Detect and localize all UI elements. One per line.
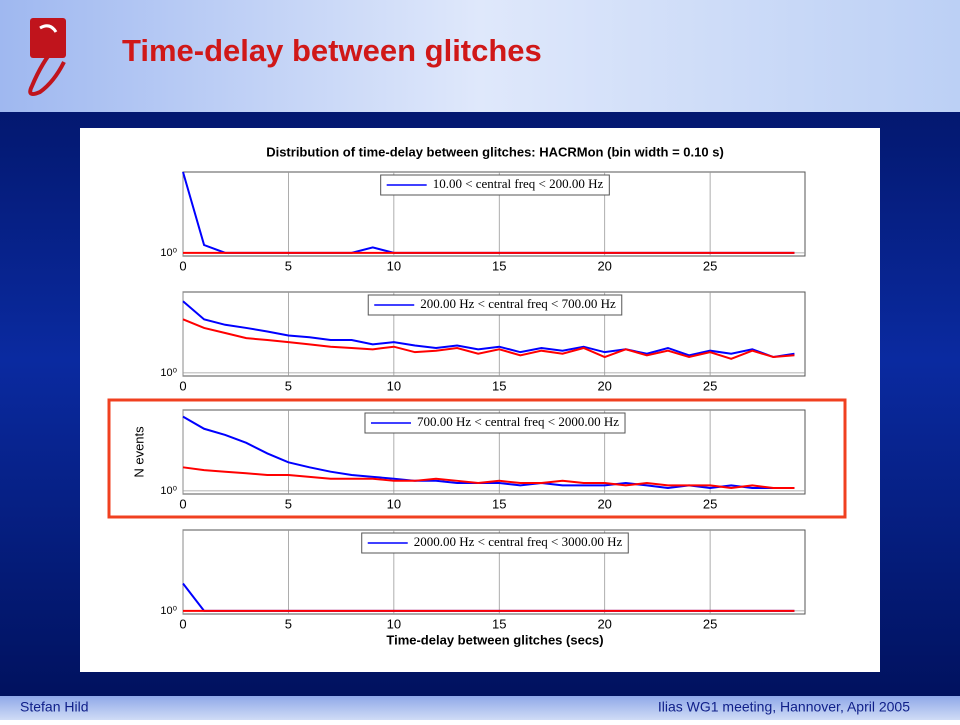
x-tick-label: 10: [387, 496, 401, 511]
y-tick-label: 10⁰: [160, 367, 177, 379]
y-tick-label: 10⁰: [160, 605, 177, 617]
x-tick-label: 20: [597, 258, 611, 273]
x-tick-label: 25: [703, 616, 717, 631]
series-line: [182, 318, 795, 360]
legend-label: 700.00 Hz < central freq < 2000.00 Hz: [417, 414, 619, 429]
x-tick-label: 20: [597, 616, 611, 631]
x-tick-label: 0: [179, 496, 186, 511]
x-tick-label: 20: [597, 496, 611, 511]
x-tick-label: 15: [492, 378, 506, 393]
x-tick-label: 15: [492, 616, 506, 631]
footer-right: Ilias WG1 meeting, Hannover, April 2005: [658, 699, 910, 715]
x-tick-label: 15: [492, 258, 506, 273]
x-tick-label: 5: [285, 496, 292, 511]
x-tick-label: 10: [387, 616, 401, 631]
x-tick-label: 10: [387, 258, 401, 273]
x-tick-label: 5: [285, 258, 292, 273]
x-axis-label: Time-delay between glitches (secs): [386, 632, 603, 647]
x-tick-label: 15: [492, 496, 506, 511]
series-line: [182, 466, 795, 490]
x-tick-label: 0: [179, 378, 186, 393]
x-tick-label: 10: [387, 378, 401, 393]
legend-label: 2000.00 Hz < central freq < 3000.00 Hz: [414, 534, 623, 549]
legend-box: [364, 412, 626, 434]
x-tick-label: 5: [285, 378, 292, 393]
x-tick-label: 20: [597, 378, 611, 393]
legend-label: 200.00 Hz < central freq < 700.00 Hz: [420, 296, 616, 311]
header-band: [0, 0, 960, 112]
y-axis-label: N events: [131, 426, 146, 478]
legend-box: [367, 294, 623, 316]
x-tick-label: 0: [179, 258, 186, 273]
slide-title: Time-delay between glitches: [122, 33, 542, 68]
x-tick-label: 5: [285, 616, 292, 631]
footer-left: Stefan Hild: [20, 699, 88, 715]
figure-title: Distribution of time-delay between glitc…: [266, 144, 724, 159]
footer-band: [0, 696, 960, 720]
x-tick-label: 25: [703, 378, 717, 393]
legend-label: 10.00 < central freq < 200.00 Hz: [433, 176, 604, 191]
x-tick-label: 0: [179, 616, 186, 631]
legend-box: [361, 532, 629, 554]
x-tick-label: 25: [703, 496, 717, 511]
legend-box: [380, 174, 610, 196]
y-tick-label: 10⁰: [160, 247, 177, 259]
x-tick-label: 25: [703, 258, 717, 273]
logo: [28, 18, 66, 96]
y-tick-label: 10⁰: [160, 485, 177, 497]
series-line: [182, 300, 795, 359]
highlight-box: [107, 398, 847, 519]
